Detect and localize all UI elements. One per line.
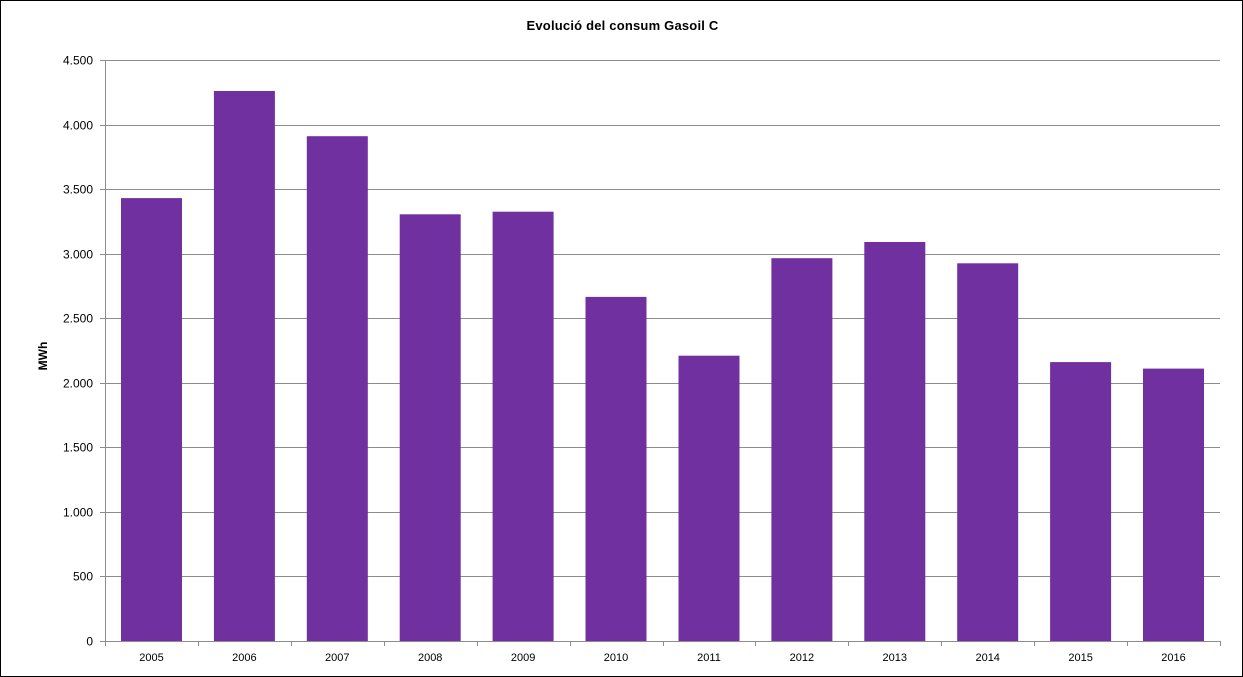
bar-2012: [771, 258, 833, 641]
x-tick-label: 2016: [1161, 652, 1185, 664]
x-tick-label: 2012: [790, 652, 814, 664]
y-tick-label: 2.500: [63, 312, 93, 326]
x-tick-labels: 2005 2006 2007 2008 2009 2010 2011 2012 2013 2014…: [139, 652, 1185, 664]
y-tick-labels: 0 500 1.000 1.500 2.000 2.500 3.000 3.500 4.000 4…: [63, 54, 93, 649]
bar-2010: [585, 296, 647, 641]
bar-2013: [864, 242, 926, 641]
x-tick-label: 2013: [883, 652, 907, 664]
gridlines: [105, 60, 1220, 577]
x-tick-label: 2007: [325, 652, 349, 664]
y-tick-label: 3.500: [63, 183, 93, 197]
bar-2014: [957, 263, 1019, 641]
bar-2009: [492, 211, 554, 641]
x-tick-label: 2005: [139, 652, 163, 664]
x-tick-label: 2011: [697, 652, 721, 664]
bar-2008: [399, 214, 461, 642]
x-tick-label: 2010: [604, 652, 628, 664]
chart-title: Evolució del consum Gasoil C: [526, 18, 719, 33]
y-tick-label: 1.000: [63, 506, 93, 520]
bar-2015: [1050, 362, 1112, 641]
bars: [121, 91, 1204, 642]
y-tick-label: 1.500: [63, 441, 93, 455]
bar-2011: [678, 355, 740, 641]
y-tick-label: 3.000: [63, 248, 93, 262]
y-tick-label: 500: [73, 570, 93, 584]
y-tick-label: 0: [86, 635, 93, 649]
x-tick-label: 2006: [232, 652, 256, 664]
y-tick-label: 4.000: [63, 119, 93, 133]
bar-2006: [213, 91, 275, 641]
x-tick-label: 2008: [418, 652, 442, 664]
x-tick-label: 2009: [511, 652, 535, 664]
x-tick-label: 2014: [975, 652, 999, 664]
y-tick-label: 4.500: [63, 54, 93, 68]
y-tick-label: 2.000: [63, 377, 93, 391]
bar-2007: [306, 136, 368, 641]
bar-2005: [121, 198, 182, 641]
axes: [100, 60, 1221, 646]
x-tick-label: 2015: [1068, 652, 1092, 664]
bar-2016: [1143, 368, 1204, 641]
